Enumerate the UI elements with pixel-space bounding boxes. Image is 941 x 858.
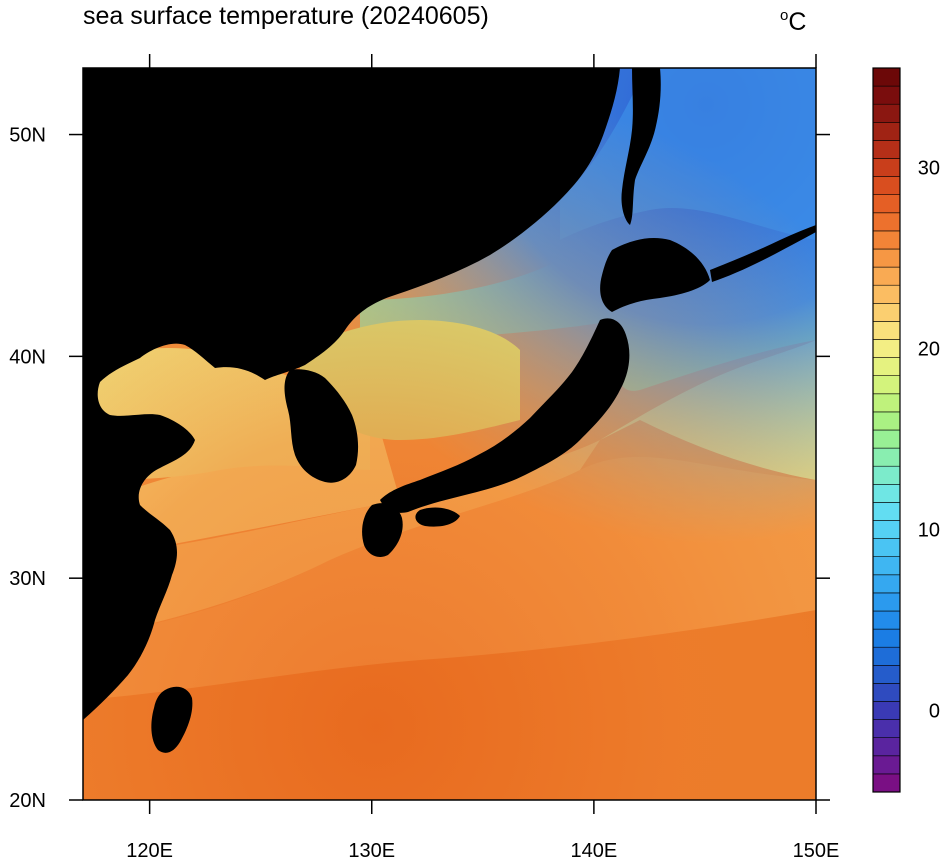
colorbar-label-30: 30: [918, 158, 940, 180]
colorbar-label-10: 10: [918, 520, 940, 542]
colorbar-swatch-30: [872, 230, 901, 250]
x-tick-label-140: 140E: [571, 840, 618, 858]
colorbar-swatch-31: [872, 212, 901, 232]
colorbar-swatch-21: [872, 393, 901, 413]
colorbar-swatch-1: [872, 755, 901, 775]
shikoku: [415, 507, 460, 527]
colorbar-swatch-18: [872, 447, 901, 467]
colorbar-swatch-0: [872, 773, 901, 793]
degree-symbol: o: [780, 7, 789, 24]
honshu: [380, 318, 630, 513]
colorbar-label-0: 0: [929, 701, 940, 723]
y-tick-label-30: 30N: [9, 568, 46, 590]
colorbar-swatch-23: [872, 357, 901, 377]
colorbar-swatch-36: [872, 122, 901, 141]
kuril-islands: [710, 225, 816, 282]
korean-peninsula: [284, 369, 359, 483]
colorbar-swatch-5: [872, 683, 901, 702]
colorbar-swatch-3: [872, 719, 901, 738]
land: [83, 68, 816, 753]
unit-letter: C: [788, 8, 807, 36]
colorbar-swatch-7: [872, 646, 901, 666]
x-tick-label-150: 150E: [793, 840, 840, 858]
axis-ticks: 120E 130E 140E 150E 20N 30N 40N 50N: [9, 54, 839, 858]
y-tick-label-50: 50N: [9, 125, 46, 147]
colorbar-swatch-17: [872, 465, 901, 485]
colorbar-swatch-9: [872, 610, 901, 630]
colorbar-swatch-22: [872, 375, 901, 395]
asian-continent: [83, 68, 620, 720]
colorbar-swatch-37: [872, 103, 901, 123]
colorbar-swatch-13: [872, 538, 901, 557]
x-tick-label-120: 120E: [126, 840, 173, 858]
colorbar-swatch-38: [872, 85, 901, 105]
colorbar-frame: [872, 67, 901, 793]
colorbar-swatch-2: [872, 737, 901, 757]
colorbar-swatch-16: [872, 483, 901, 503]
colorbar-swatch-28: [872, 266, 901, 286]
colorbar-swatch-29: [872, 248, 901, 268]
map-title: sea surface temperature (20240605): [83, 2, 489, 30]
colorbar-swatch-39: [872, 67, 901, 87]
plot-frame: [82, 67, 817, 801]
colorbar-swatch-24: [872, 339, 901, 358]
colorbar-label-20: 20: [918, 339, 940, 361]
colorbar-swatch-14: [872, 520, 901, 539]
y-tick-label-20: 20N: [9, 790, 46, 812]
colorbar-swatch-32: [872, 194, 901, 214]
colorbar-swatch-6: [872, 664, 901, 684]
colorbar-unit: oC: [780, 2, 806, 36]
colorbar: 0 10 20 30: [872, 67, 940, 793]
colorbar-swatch-19: [872, 429, 901, 449]
sakhalin: [621, 68, 661, 225]
colorbar-swatch-20: [872, 411, 901, 431]
taiwan: [151, 686, 193, 753]
colorbar-swatch-33: [872, 176, 901, 196]
colorbar-swatch-34: [872, 158, 901, 177]
y-tick-label-40: 40N: [9, 346, 46, 368]
colorbar-swatch-11: [872, 574, 901, 594]
colorbar-swatch-26: [872, 302, 901, 322]
kyushu: [362, 503, 403, 557]
colorbar-swatch-25: [872, 321, 901, 340]
x-tick-label-130: 130E: [348, 840, 395, 858]
colorbar-swatch-10: [872, 592, 901, 612]
colorbar-swatch-15: [872, 502, 901, 521]
colorbar-swatch-4: [872, 701, 901, 720]
colorbar-swatch-8: [872, 628, 901, 648]
hokkaido: [600, 238, 710, 312]
colorbar-swatch-35: [872, 140, 901, 159]
colorbar-swatch-27: [872, 284, 901, 304]
colorbar-swatch-12: [872, 556, 901, 576]
